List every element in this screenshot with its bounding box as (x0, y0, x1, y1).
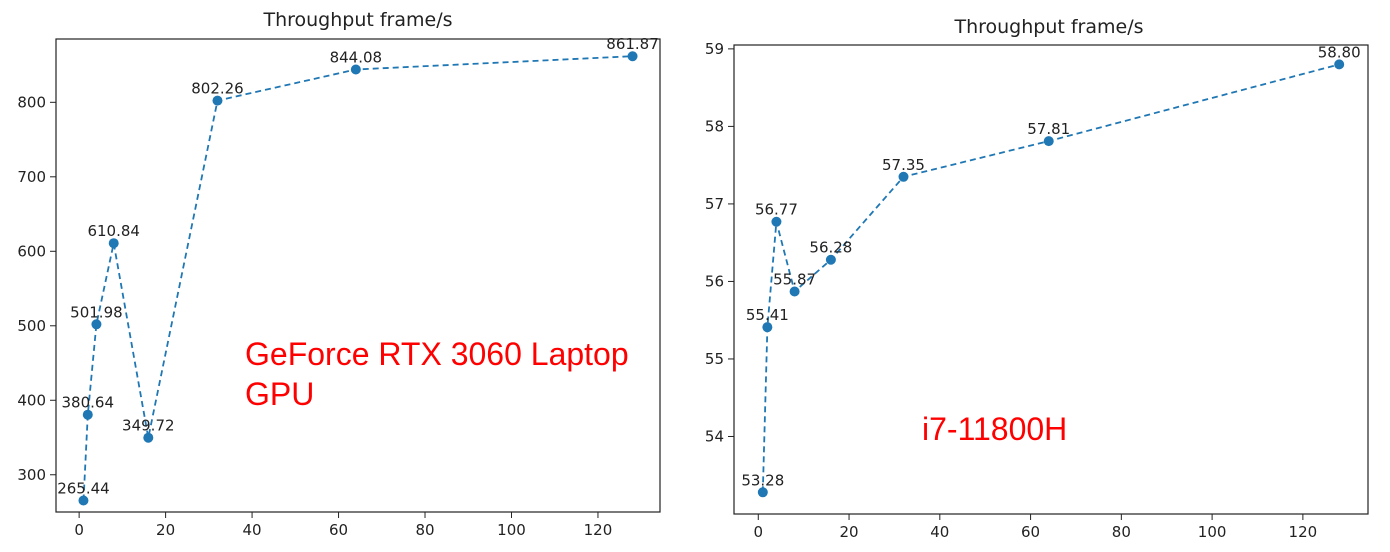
y-tick-label-0: 54 (705, 427, 724, 445)
data-label-0: 265.44 (57, 479, 110, 497)
data-point-3 (789, 286, 800, 297)
chart-gpu: Throughput frame/s 0 20 40 60 80 100 120 300 400… (17, 9, 661, 539)
data-point-0 (757, 487, 768, 498)
y-tick-label-1: 55 (705, 350, 724, 368)
series-line (761, 63, 1340, 493)
data-point-6 (350, 64, 361, 75)
data-label-7: 861.87 (606, 35, 659, 53)
data-label-4: 56.28 (809, 239, 852, 257)
data-label-2: 56.77 (755, 201, 798, 219)
data-point-4 (825, 254, 836, 265)
x-tick-label-2: 40 (930, 523, 949, 541)
data-point-3 (108, 238, 119, 249)
y-tick-label-1: 400 (17, 391, 46, 409)
data-label-6: 844.08 (330, 48, 383, 66)
data-labels: 53.28 55.41 56.77 55.87 56.28 57.35 57.81 58.80 (741, 43, 1360, 489)
x-tick-label-1: 20 (156, 521, 175, 539)
data-label-3: 55.87 (773, 271, 816, 289)
data-point-5 (212, 95, 223, 106)
data-label-3: 610.84 (87, 222, 140, 240)
data-point-4 (143, 432, 154, 443)
x-tick-label-0: 0 (754, 523, 764, 541)
data-label-6: 57.81 (1027, 120, 1070, 138)
series-line (82, 55, 633, 501)
data-point-1 (82, 409, 93, 420)
annotation-line-1: GeForce RTX 3060 Laptop (245, 336, 629, 372)
annotation-line-2: GPU (245, 376, 314, 412)
series-points (78, 51, 638, 506)
y-tick-label-5: 59 (705, 40, 724, 58)
data-point-2 (91, 319, 102, 330)
data-label-0: 53.28 (741, 471, 784, 489)
data-point-7 (1334, 59, 1345, 70)
data-label-2: 501.98 (70, 303, 123, 321)
data-label-1: 380.64 (62, 394, 115, 412)
plot-frame (733, 44, 1369, 515)
x-tick-label-0: 0 (74, 521, 84, 539)
annotation-line-1: i7-11800H (922, 411, 1067, 447)
data-label-4: 349.72 (122, 417, 175, 435)
y-tick-label-5: 800 (17, 93, 46, 111)
series-points (757, 59, 1345, 498)
x-tick-label-5: 100 (497, 521, 526, 539)
data-point-6 (1043, 136, 1054, 147)
series-line-0 (82, 55, 633, 501)
series-line-0 (761, 63, 1340, 493)
x-tick-label-4: 80 (1112, 523, 1131, 541)
chart-cpu: Throughput frame/s 0 20 40 60 80 100 120 54 55 56… (705, 16, 1369, 541)
data-point-1 (762, 322, 773, 333)
x-tick-label-6: 120 (584, 521, 613, 539)
x-tick-label-4: 80 (415, 521, 434, 539)
axis-ticks: 0 20 40 60 80 100 120 54 55 56 57 58 59 (705, 40, 1317, 541)
data-point-5 (898, 171, 909, 182)
axis-ticks: 0 20 40 60 80 100 120 300 400 500 600 700 800 (17, 93, 612, 539)
data-point-7 (627, 51, 638, 62)
x-tick-label-5: 100 (1198, 523, 1227, 541)
y-tick-label-4: 700 (17, 168, 46, 186)
chart-title: Throughput frame/s (953, 16, 1143, 38)
data-label-7: 58.80 (1318, 43, 1361, 61)
data-point-0 (78, 495, 89, 506)
y-tick-label-3: 600 (17, 242, 46, 260)
x-tick-label-6: 120 (1289, 523, 1318, 541)
plot-frame (55, 38, 661, 513)
y-tick-label-3: 57 (705, 195, 724, 213)
x-tick-label-2: 40 (243, 521, 262, 539)
data-point-2 (771, 216, 782, 227)
x-tick-label-3: 60 (1021, 523, 1040, 541)
data-label-1: 55.41 (746, 306, 789, 324)
y-tick-label-0: 300 (17, 466, 46, 484)
x-tick-label-3: 60 (329, 521, 348, 539)
data-labels: 265.44 380.64 501.98 610.84 349.72 802.26 844.… (57, 35, 659, 497)
y-tick-label-4: 58 (705, 117, 724, 135)
y-tick-label-2: 56 (705, 272, 724, 290)
data-label-5: 57.35 (882, 156, 925, 174)
chart-title: Throughput frame/s (262, 9, 452, 31)
data-label-5: 802.26 (191, 80, 244, 98)
x-tick-label-1: 20 (839, 523, 858, 541)
y-tick-label-2: 500 (17, 317, 46, 335)
